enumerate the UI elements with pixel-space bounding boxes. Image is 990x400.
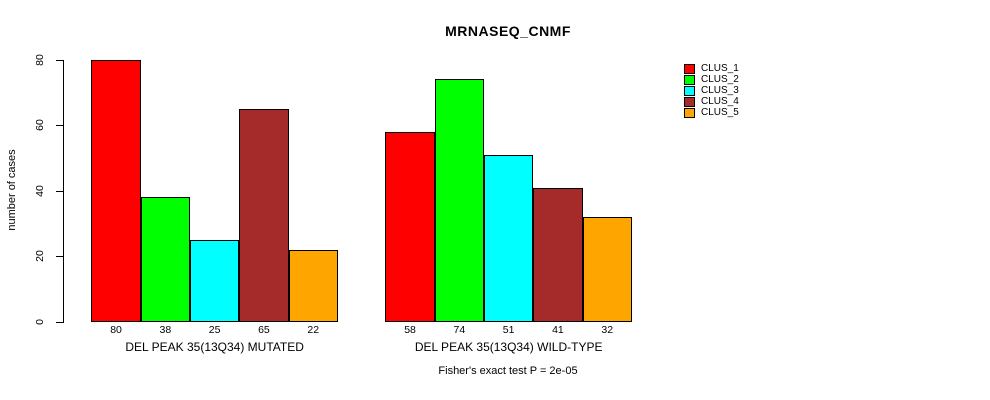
- y-axis-tick-label: 40: [34, 184, 46, 197]
- bar-CLUS_1-group2: [385, 131, 435, 322]
- bar-CLUS_4-group2: [533, 187, 583, 322]
- bar-CLUS_4-group1: [239, 108, 289, 322]
- y-axis-tick-label: 80: [34, 53, 46, 66]
- stat-annotation: Fisher's exact test P = 2e-05: [438, 365, 578, 377]
- legend-item: CLUS_4: [684, 96, 739, 107]
- category-label: DEL PEAK 35(13Q34) WILD-TYPE: [414, 340, 603, 354]
- bar-value-label: 41: [552, 324, 564, 336]
- bar-value-label: 74: [453, 324, 466, 336]
- legend-item: CLUS_2: [684, 74, 739, 85]
- legend-item: CLUS_1: [684, 63, 739, 74]
- legend-label: CLUS_1: [701, 63, 739, 74]
- bar-CLUS_1-group1: [91, 59, 141, 322]
- legend-swatch: [684, 107, 695, 118]
- y-axis-tick-label: 20: [34, 250, 46, 263]
- legend-label: CLUS_4: [701, 96, 739, 107]
- bar-value-label: 38: [159, 324, 172, 336]
- bar-value-label: 80: [110, 324, 122, 336]
- bar-CLUS_2-group1: [140, 197, 190, 322]
- y-axis-tick: [56, 322, 64, 323]
- legend-item: CLUS_3: [684, 85, 739, 96]
- y-axis-tick: [56, 59, 64, 61]
- bar-value-label: 58: [404, 324, 416, 336]
- y-axis-tick-label: 0: [34, 319, 46, 325]
- y-axis-tick: [56, 190, 64, 192]
- y-axis-title: number of cases: [6, 149, 18, 231]
- y-axis-tick-label: 60: [34, 119, 46, 132]
- legend-swatch: [684, 96, 695, 107]
- bar-value-label: 22: [307, 324, 320, 336]
- legend-swatch: [684, 63, 695, 74]
- chart-title: MRNASEQ_CNMF: [445, 23, 571, 39]
- y-axis-tick: [56, 125, 64, 127]
- legend-item: CLUS_5: [684, 107, 739, 118]
- legend-swatch: [684, 74, 695, 85]
- category-label: DEL PEAK 35(13Q34) MUTATED: [125, 340, 304, 354]
- y-axis-tick: [56, 256, 64, 258]
- bar-value-label: 25: [208, 324, 221, 336]
- bar-CLUS_2-group2: [434, 79, 484, 322]
- legend-label: CLUS_3: [701, 85, 739, 96]
- bar-CLUS_5-group1: [288, 249, 338, 322]
- bar-CLUS_5-group2: [582, 217, 632, 322]
- legend-swatch: [684, 85, 695, 96]
- bar-value-label: 65: [258, 324, 270, 336]
- legend: CLUS_1 CLUS_2 CLUS_3 CLUS_4 CLUS_5: [684, 63, 739, 118]
- bar-value-label: 51: [502, 324, 515, 336]
- bar-CLUS_3-group1: [190, 240, 240, 322]
- bar-CLUS_3-group2: [484, 154, 534, 322]
- legend-label: CLUS_5: [701, 107, 739, 118]
- legend-label: CLUS_2: [701, 74, 739, 85]
- bar-value-label: 32: [601, 324, 614, 336]
